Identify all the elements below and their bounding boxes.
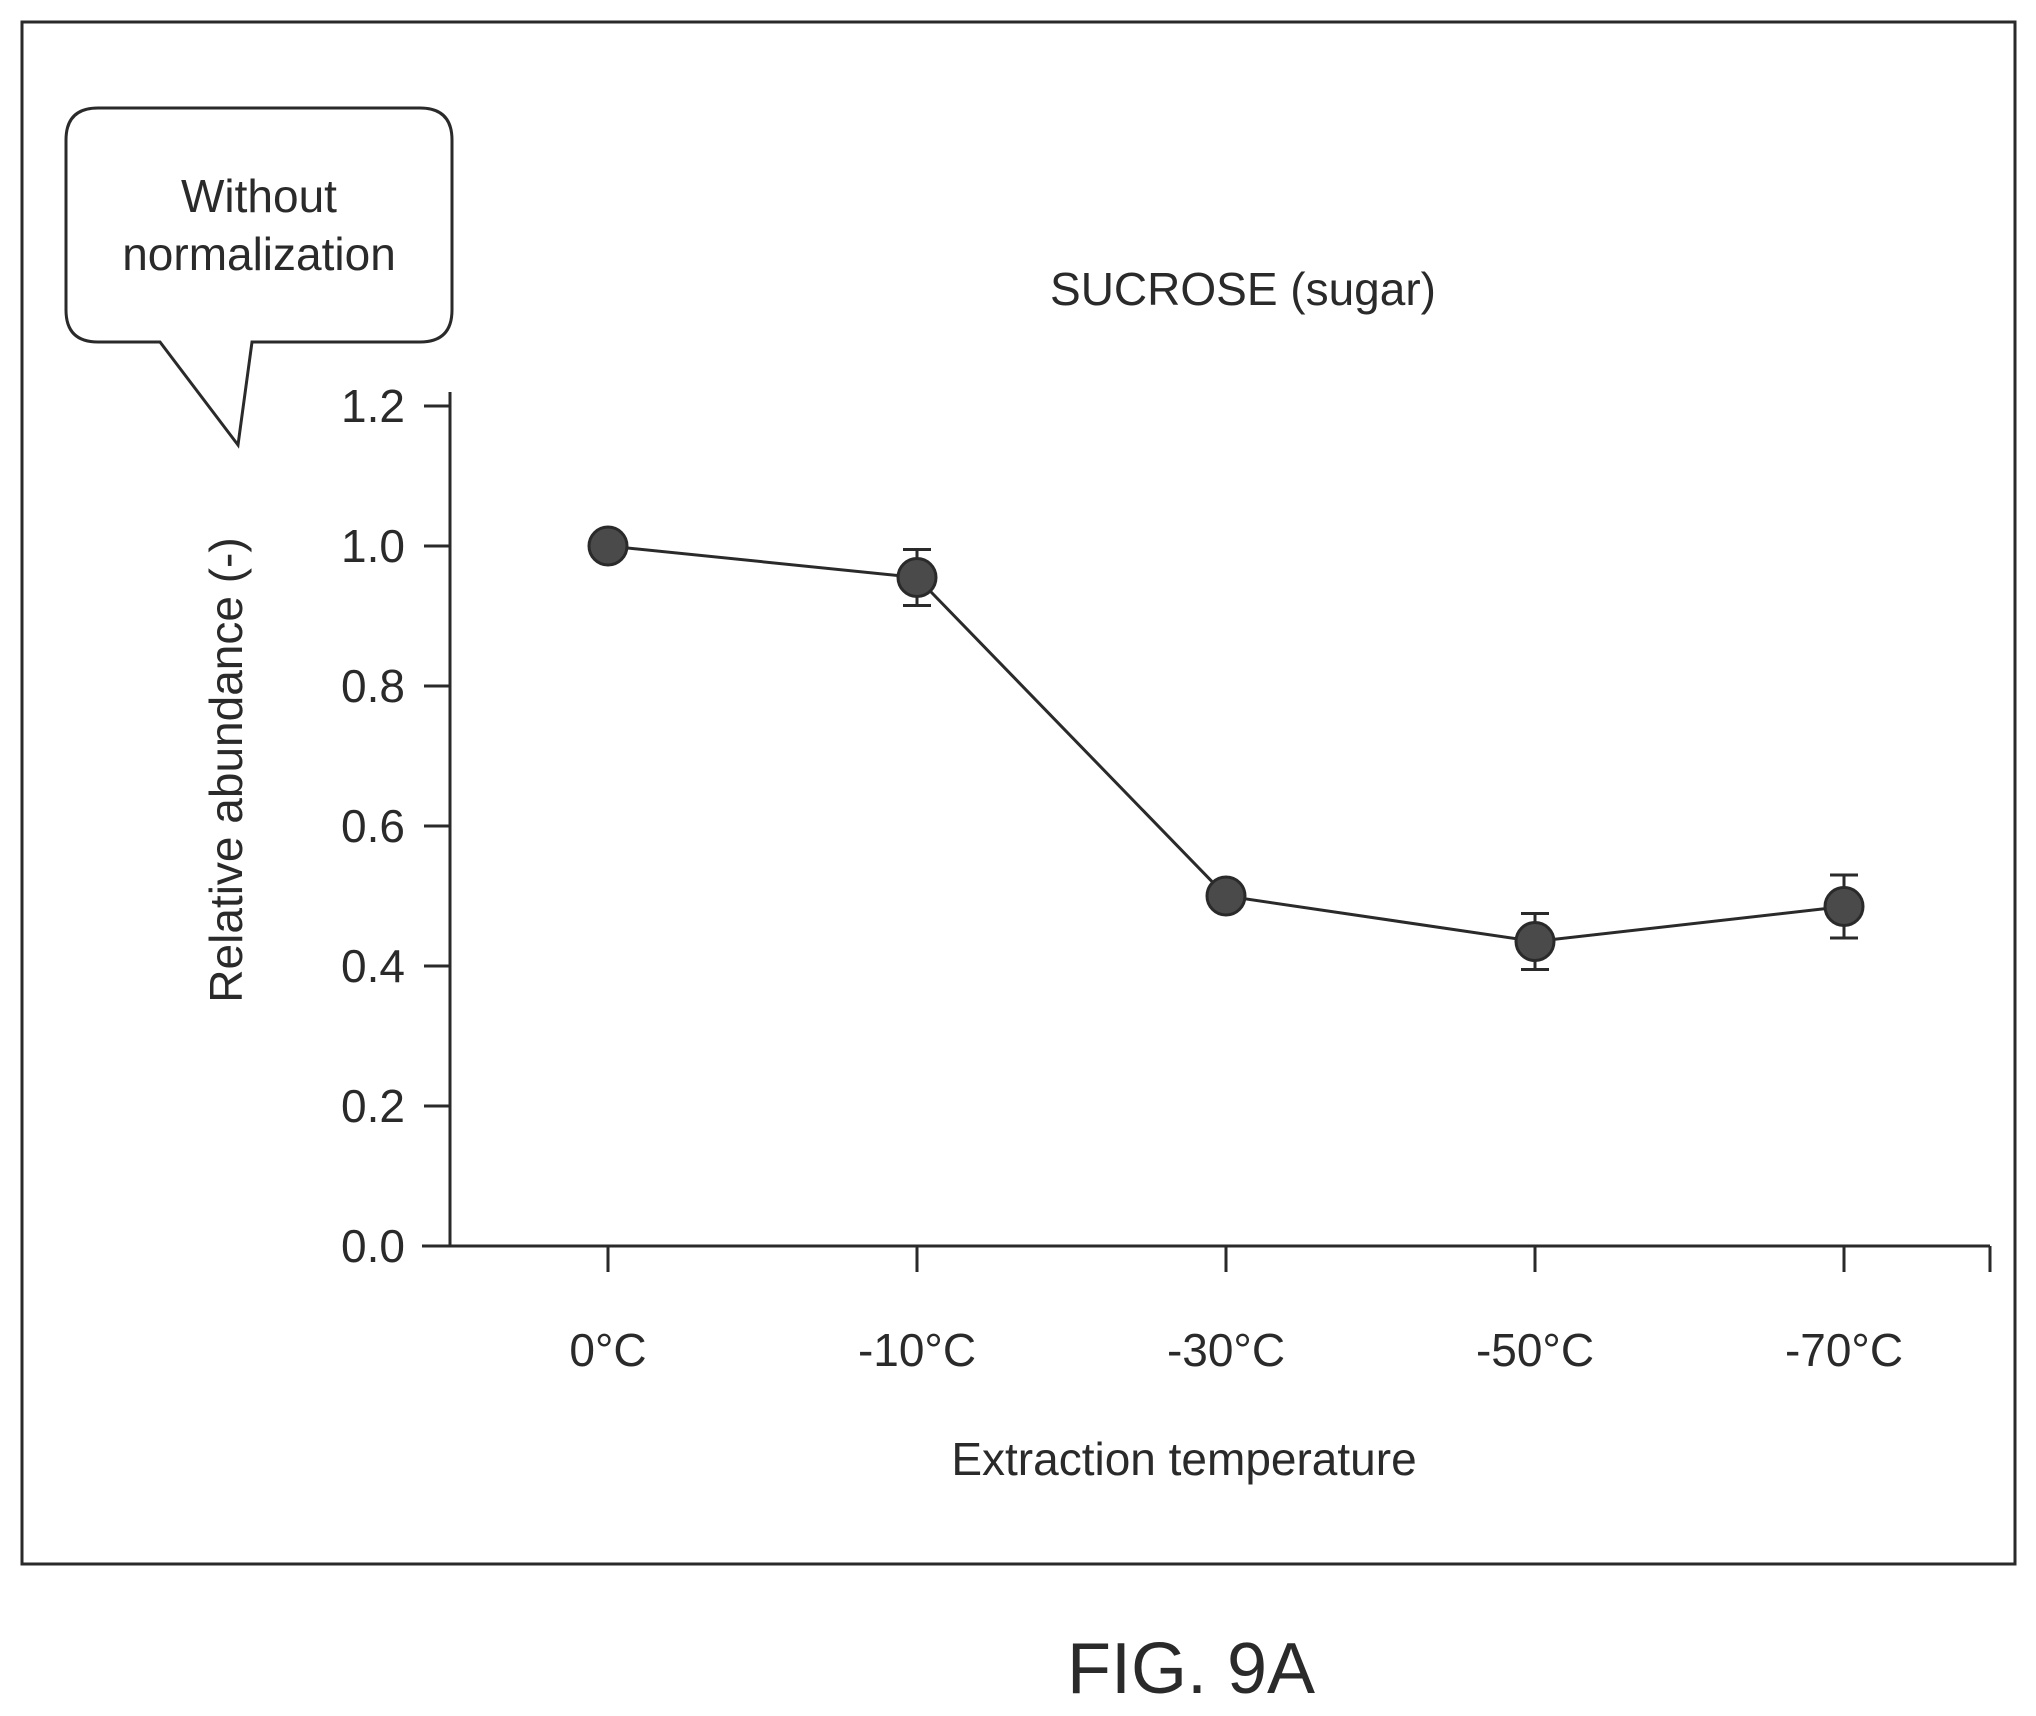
chart-title: SUCROSE (sugar) — [1050, 263, 1436, 315]
x-axis-title: Extraction temperature — [951, 1433, 1416, 1485]
data-point — [1205, 875, 1247, 917]
callout-shape — [64, 106, 454, 449]
figure-label: FIG. 9A — [1067, 1629, 1315, 1709]
y-tick-label: 1.2 — [341, 380, 405, 432]
x-tick-label: -50°C — [1476, 1324, 1594, 1376]
y-tick-label: 0.0 — [341, 1220, 405, 1272]
data-point — [1823, 886, 1865, 927]
figure-frame — [20, 20, 2017, 1566]
data-point — [1514, 921, 1556, 962]
callout-line-2: normalization — [122, 228, 396, 280]
x-tick-label: 0°C — [569, 1324, 646, 1376]
data-point — [587, 525, 629, 567]
y-tick-label: 1.0 — [341, 520, 405, 572]
y-tick-label: 0.8 — [341, 660, 405, 712]
y-ticks: 0.0 0.2 0.4 0.6 0.8 1.0 1.2 — [341, 380, 450, 1272]
x-tick-label: -30°C — [1167, 1324, 1285, 1376]
x-tick-label: -70°C — [1785, 1324, 1903, 1376]
y-axis-title: Relative abundance (-) — [200, 537, 252, 1002]
x-tick-label: -10°C — [858, 1324, 976, 1376]
callout-bubble: Without normalization — [64, 106, 454, 449]
y-tick-label: 0.2 — [341, 1080, 405, 1132]
y-tick-label: 0.4 — [341, 940, 405, 992]
x-ticks: 0°C -10°C -30°C -50°C -70°C — [569, 1246, 1992, 1376]
data-point — [896, 557, 938, 598]
callout-line-1: Without — [181, 170, 337, 222]
y-tick-label: 0.6 — [341, 800, 405, 852]
series-layer — [587, 525, 1865, 971]
